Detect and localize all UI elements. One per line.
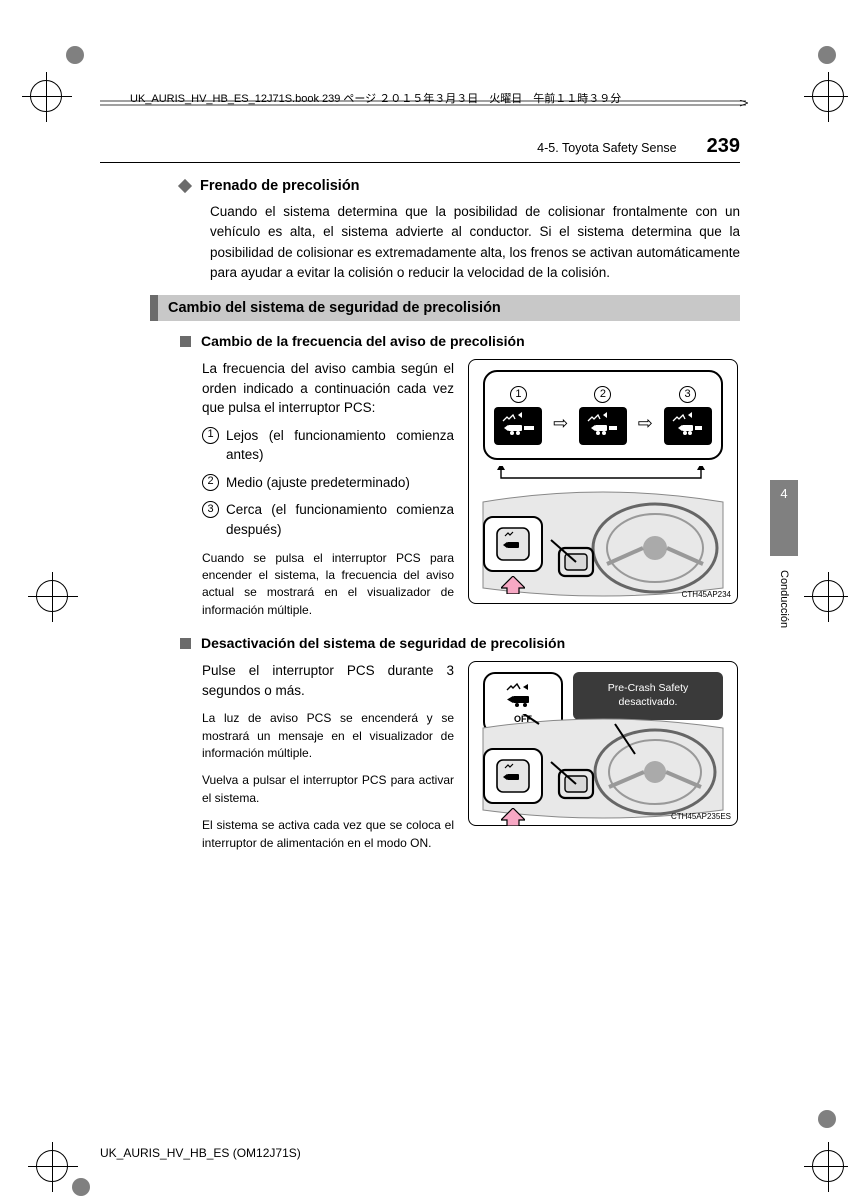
block-2: Pulse el interruptor PCS durante 3 segun…: [202, 661, 740, 852]
fig1-mode2-num: 2: [594, 386, 611, 403]
fig1-mode3-icon: [664, 407, 712, 445]
sub2-p2: Vuelva a pulsar el interruptor PCS para …: [202, 772, 454, 807]
subheading-2: Desactivación del sistema de seguridad d…: [180, 635, 740, 651]
footer-code: UK_AURIS_HV_HB_ES (OM12J71S): [100, 1146, 301, 1160]
fig1-arrow-1: ⇨: [553, 397, 568, 434]
sub2-text: Desactivación del sistema de seguridad d…: [201, 635, 565, 651]
fig1-code: CTH45AP234: [682, 590, 731, 599]
enum-3: 3 Cerca (el funcionamiento comienza desp…: [202, 500, 454, 539]
sub1-intro: La frecuencia del aviso cambia según el …: [202, 359, 454, 418]
fig1-mode1-num: 1: [510, 386, 527, 403]
enum-circle-2: 2: [202, 474, 219, 491]
para1: Cuando el sistema determina que la posib…: [210, 202, 740, 283]
side-label: Conducción: [778, 570, 790, 628]
fig2-code: CTH45AP235ES: [671, 812, 731, 821]
fig1-arrow-2: ⇨: [638, 397, 653, 434]
header-rule: [100, 162, 740, 163]
block-2-text: Pulse el interruptor PCS durante 3 segun…: [202, 661, 454, 852]
enum-1-text: Lejos (el funcionamiento comienza antes): [226, 426, 454, 465]
fig1-mode3-num: 3: [679, 386, 696, 403]
page-content: Frenado de precolisión Cuando el sistema…: [180, 178, 740, 852]
fig2-pink-arrow: [501, 808, 525, 826]
sub1-note: Cuando se pulsa el interruptor PCS para …: [202, 550, 454, 620]
fig2-msg-box: Pre-Crash Safety desactivado.: [573, 672, 723, 720]
heading1-text: Frenado de precolisión: [200, 178, 360, 194]
sub2-intro: Pulse el interruptor PCS durante 3 segun…: [202, 661, 454, 700]
figure-2: OFF Pre-Crash Safety desactivado.: [468, 661, 740, 852]
enum-3-text: Cerca (el funcionamiento comienza despué…: [226, 500, 454, 539]
fig2-button-bubble: [483, 748, 543, 804]
section-header: 4-5. Toyota Safety Sense 239: [100, 135, 740, 158]
diamond-icon: [178, 179, 192, 193]
fig1-button-bubble: [483, 516, 543, 572]
sub2-p1: La luz de aviso PCS se encenderá y se mo…: [202, 710, 454, 762]
square-icon-2: [180, 638, 191, 649]
block-1: La frecuencia del aviso cambia según el …: [202, 359, 740, 619]
enum-2-text: Medio (ajuste predeterminado): [226, 473, 454, 493]
fig1-bubble: 1 ⇨ 2 ⇨: [483, 370, 723, 460]
chapter-label: 4-5. Toyota Safety Sense: [537, 141, 676, 155]
enum-circle-3: 3: [202, 501, 219, 518]
heading-frenado: Frenado de precolisión: [180, 178, 740, 194]
sub1-text: Cambio de la frecuencia del aviso de pre…: [201, 333, 525, 349]
subheading-1: Cambio de la frecuencia del aviso de pre…: [180, 333, 740, 349]
figure-1: 1 ⇨ 2 ⇨: [468, 359, 740, 619]
enum-2: 2 Medio (ajuste predeterminado): [202, 473, 454, 493]
page-number: 239: [707, 135, 740, 158]
block-1-text: La frecuencia del aviso cambia según el …: [202, 359, 454, 619]
enum-circle-1: 1: [202, 427, 219, 444]
grey-bar-heading: Cambio del sistema de seguridad de preco…: [150, 295, 740, 321]
fig1-pink-arrow: [501, 576, 525, 594]
side-tab: 4: [770, 480, 798, 556]
enum-1: 1 Lejos (el funcionamiento comienza ante…: [202, 426, 454, 465]
fig1-mode1-icon: [494, 407, 542, 445]
sub2-p3: El sistema se activa cada vez que se col…: [202, 817, 454, 852]
fig1-mode2-icon: [579, 407, 627, 445]
square-icon: [180, 336, 191, 347]
